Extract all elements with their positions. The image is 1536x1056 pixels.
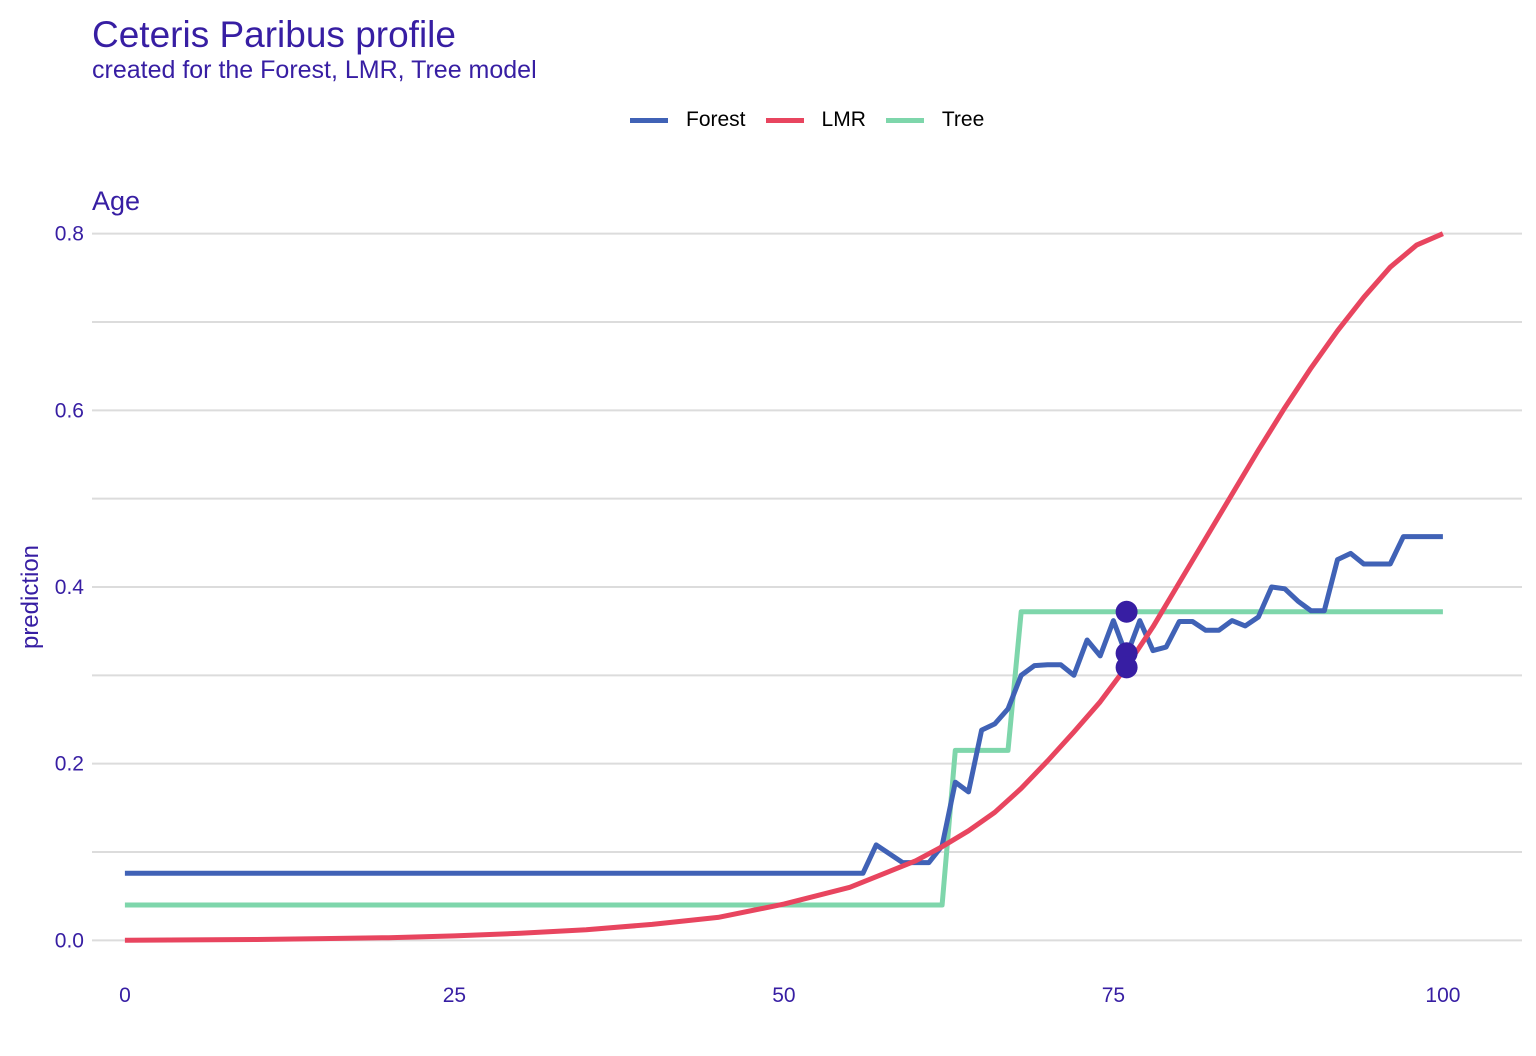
observation-point: [1115, 600, 1138, 623]
series-line-forest: [124, 534, 1443, 876]
x-tick-label: 50: [772, 984, 795, 1007]
legend-label-lmr: LMR: [821, 108, 866, 131]
legend-item-forest: Forest: [630, 108, 746, 132]
observation-points: [1115, 600, 1138, 679]
facet-label: Age: [92, 186, 141, 216]
y-tick-label: 0.6: [55, 399, 84, 422]
legend-item-lmr: LMR: [765, 108, 866, 132]
legend-item-tree: Tree: [885, 108, 985, 132]
legend-key-tree: [885, 117, 924, 123]
chart-title: Ceteris Paribus profile: [92, 14, 456, 55]
grid-lines: [92, 232, 1522, 942]
x-tick-label: 75: [1102, 984, 1125, 1007]
observation-point: [1115, 656, 1138, 679]
legend: Forest LMR Tree: [630, 106, 1004, 134]
y-tick-label: 0.8: [55, 223, 84, 246]
x-tick-label: 100: [1425, 984, 1460, 1007]
series-line-tree: [124, 609, 1443, 908]
series-lines: [124, 231, 1444, 943]
y-axis-title: prediction: [17, 545, 44, 649]
legend-key-forest: [630, 117, 668, 123]
legend-label-forest: Forest: [686, 108, 746, 131]
series-line-lmr: [124, 231, 1444, 943]
x-tick-label: 0: [119, 984, 131, 1007]
y-tick-label: 0.0: [55, 929, 84, 952]
chart-subtitle: created for the Forest, LMR, Tree model: [92, 56, 537, 84]
legend-label-tree: Tree: [941, 108, 985, 131]
x-tick-labels: 0 25 50 75 100: [119, 984, 1460, 1007]
y-tick-labels: 0.0 0.2 0.4 0.6 0.8: [55, 223, 85, 953]
legend-key-lmr: [765, 117, 804, 123]
y-tick-label: 0.2: [55, 753, 84, 776]
y-tick-label: 0.4: [55, 576, 85, 599]
x-tick-label: 25: [443, 984, 466, 1007]
